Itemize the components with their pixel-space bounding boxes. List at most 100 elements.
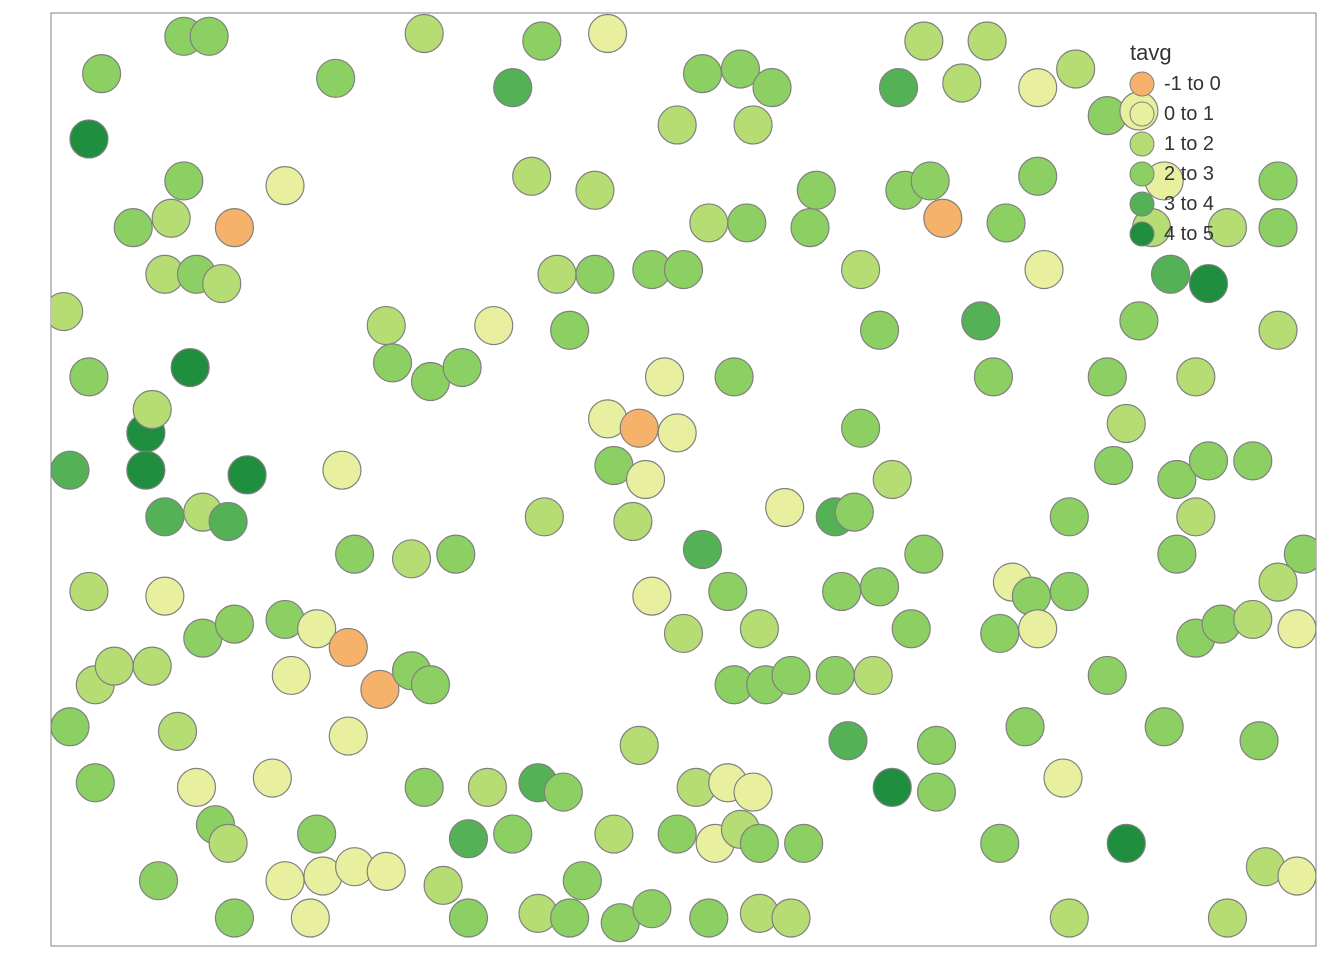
data-point	[523, 22, 561, 60]
data-point	[974, 358, 1012, 396]
data-point	[734, 106, 772, 144]
data-point	[317, 59, 355, 97]
data-point	[892, 610, 930, 648]
data-point	[203, 265, 241, 303]
data-point	[911, 162, 949, 200]
data-point	[152, 199, 190, 237]
data-point	[873, 461, 911, 499]
legend-label: 4 to 5	[1164, 223, 1214, 245]
data-point	[551, 311, 589, 349]
data-point	[443, 349, 481, 387]
legend-swatch	[1130, 162, 1154, 186]
data-point	[266, 167, 304, 205]
data-point	[1177, 498, 1215, 536]
data-point	[1278, 610, 1316, 648]
data-point	[683, 530, 721, 568]
data-point	[177, 768, 215, 806]
data-point	[1189, 265, 1227, 303]
data-point	[785, 824, 823, 862]
data-point	[140, 862, 178, 900]
data-point	[70, 358, 108, 396]
data-point	[1019, 610, 1057, 648]
data-point	[646, 358, 684, 396]
data-point	[165, 162, 203, 200]
data-point	[690, 204, 728, 242]
data-point	[1208, 209, 1246, 247]
legend-swatch	[1130, 222, 1154, 246]
data-point	[1057, 50, 1095, 88]
data-point	[393, 540, 431, 578]
data-point	[114, 209, 152, 247]
data-point	[1208, 899, 1246, 937]
data-point	[873, 768, 911, 806]
data-point	[987, 204, 1025, 242]
data-point	[1259, 563, 1297, 601]
data-point	[620, 409, 658, 447]
data-point	[468, 768, 506, 806]
data-point	[842, 409, 880, 447]
data-point	[513, 157, 551, 195]
data-point	[1095, 447, 1133, 485]
legend-title: tavg	[1130, 40, 1172, 65]
data-point	[146, 498, 184, 536]
data-point	[329, 628, 367, 666]
data-point	[816, 656, 854, 694]
legend-label: -1 to 0	[1164, 73, 1221, 95]
data-point	[374, 344, 412, 382]
data-point	[272, 656, 310, 694]
legend-label: 0 to 1	[1164, 103, 1214, 125]
data-point	[215, 605, 253, 643]
data-point	[829, 722, 867, 760]
data-point	[405, 15, 443, 53]
data-point	[835, 493, 873, 531]
data-point	[1120, 302, 1158, 340]
data-point	[823, 572, 861, 610]
data-point	[1006, 708, 1044, 746]
data-point	[658, 414, 696, 452]
data-point	[538, 255, 576, 293]
data-point	[1158, 535, 1196, 573]
data-point	[1259, 209, 1297, 247]
data-point	[589, 15, 627, 53]
data-point	[683, 55, 721, 93]
data-point	[981, 824, 1019, 862]
data-point	[367, 307, 405, 345]
data-point	[1240, 722, 1278, 760]
legend-swatch	[1130, 72, 1154, 96]
data-point	[209, 502, 247, 540]
data-point	[1107, 405, 1145, 443]
data-point	[740, 610, 778, 648]
data-point	[715, 358, 753, 396]
data-point	[709, 572, 747, 610]
data-point	[1019, 69, 1057, 107]
data-point	[1177, 358, 1215, 396]
data-point	[772, 656, 810, 694]
chart-svg: tavg-1 to 00 to 11 to 22 to 33 to 44 to …	[0, 0, 1344, 960]
data-point	[842, 251, 880, 289]
data-point	[329, 717, 367, 755]
data-point	[734, 773, 772, 811]
data-point	[658, 815, 696, 853]
data-point	[475, 307, 513, 345]
data-point	[266, 862, 304, 900]
data-point	[766, 488, 804, 526]
data-point	[1152, 255, 1190, 293]
data-point	[291, 899, 329, 937]
data-point	[1050, 498, 1088, 536]
data-point	[797, 171, 835, 209]
data-point	[76, 764, 114, 802]
data-point	[943, 64, 981, 102]
data-point	[1278, 857, 1316, 895]
data-point	[127, 451, 165, 489]
data-point	[1012, 577, 1050, 615]
data-point	[1044, 759, 1082, 797]
data-point	[1088, 656, 1126, 694]
legend-label: 2 to 3	[1164, 163, 1214, 185]
data-point	[1107, 824, 1145, 862]
data-point	[1145, 708, 1183, 746]
data-point	[880, 69, 918, 107]
data-point	[1088, 358, 1126, 396]
data-point	[544, 773, 582, 811]
data-point	[981, 614, 1019, 652]
data-point	[215, 209, 253, 247]
